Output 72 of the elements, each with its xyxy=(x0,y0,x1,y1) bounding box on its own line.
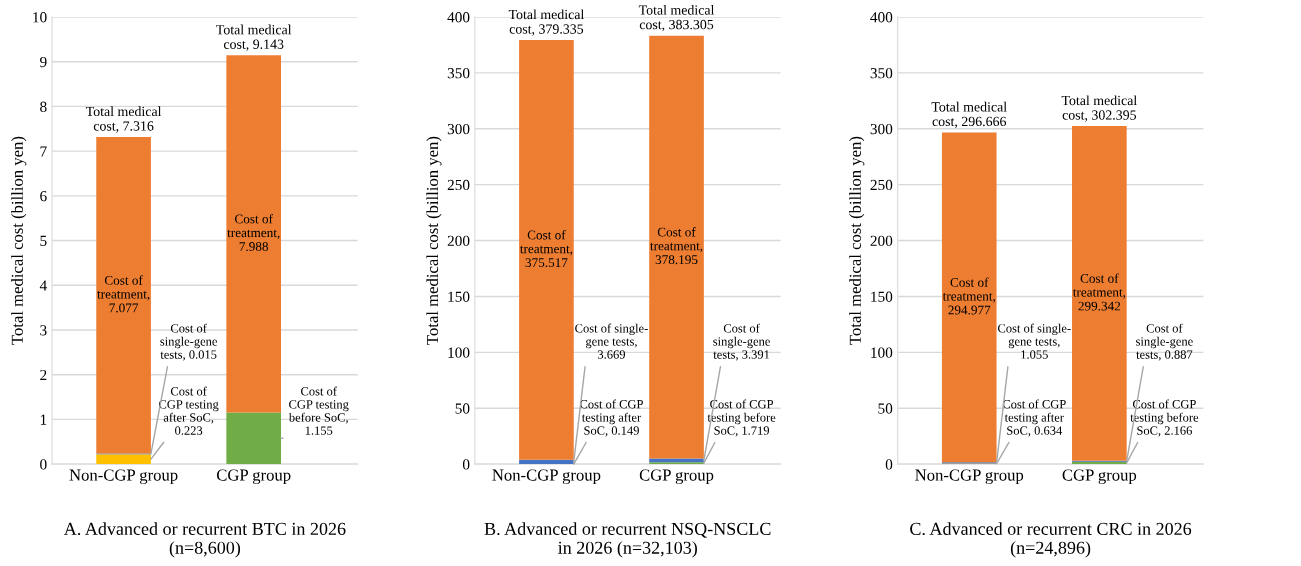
data-label: Cost of single- gene tests, 1.055 xyxy=(998,323,1071,359)
total-label: Total medical cost, 379.335 xyxy=(508,9,585,36)
data-label: Cost of treatment, 294.977 xyxy=(942,277,995,315)
total-label: Total medical cost, 296.666 xyxy=(931,101,1007,129)
x-tick-label: Non-CGP group xyxy=(69,469,178,485)
bar xyxy=(226,412,282,465)
y-tick-label: 400 xyxy=(447,12,470,23)
text: A. Advanced or recurrent BTC in 2026 (n=8,600) xyxy=(63,522,346,558)
y-tick-label: 350 xyxy=(447,68,470,79)
y-tick-label: 200 xyxy=(870,235,893,246)
bar xyxy=(649,458,704,463)
data-label: Cost of CGP testing before SoC, 1.155 xyxy=(288,386,349,435)
data-label: Cost of single-gene tests, 0.015 xyxy=(160,323,218,361)
bar xyxy=(226,55,282,413)
x-tick-label: Non-CGP group xyxy=(492,469,601,485)
y-tick-label: 50 xyxy=(878,403,893,414)
data-label: Cost of single-gene tests, 0.887 xyxy=(1136,323,1193,361)
bar xyxy=(649,35,704,459)
bar xyxy=(1072,126,1127,461)
y-tick-label: 350 xyxy=(870,68,893,79)
y-tick-label: 250 xyxy=(447,179,470,191)
y-tick-label: 250 xyxy=(870,179,893,191)
bar xyxy=(519,40,574,460)
y-tick-label: 3 xyxy=(40,325,47,336)
y-tick-label: 9 xyxy=(40,56,47,68)
y-axis-title: Total medical cost (billion yen) xyxy=(11,136,27,345)
y-tick-label: 50 xyxy=(455,403,470,414)
bar xyxy=(96,137,151,454)
y-tick-label: 2 xyxy=(40,369,47,380)
y-tick-label: 200 xyxy=(447,235,470,246)
y-tick-label: 300 xyxy=(447,123,470,135)
y-tick-label: 150 xyxy=(871,291,893,302)
data-label: Cost of CGP testing before SoC, 1.719 xyxy=(707,399,776,437)
x-tick-label: CGP group xyxy=(216,469,291,485)
y-tick-label: 100 xyxy=(448,347,470,358)
y-tick-label: 10 xyxy=(33,12,47,23)
y-tick-label: 400 xyxy=(870,12,893,23)
bar xyxy=(519,459,574,464)
y-tick-label: 4 xyxy=(39,280,47,291)
y-tick-label: 0 xyxy=(885,459,893,470)
data-label: Cost of treatment, 7.988 xyxy=(227,213,280,252)
x-tick-label: Non-CGP group xyxy=(915,469,1024,485)
y-axis-title: Total medical cost (billion yen) xyxy=(849,136,865,345)
data-label: Cost of treatment, 378.195 xyxy=(650,227,703,265)
y-tick-label: 5 xyxy=(40,235,47,246)
y-tick-label: 150 xyxy=(448,291,470,302)
y-tick-label: 0 xyxy=(462,459,470,470)
y-tick-label: 0 xyxy=(40,459,47,470)
text: C. Advanced or recurrent CRC in 2026 (n=24,896) xyxy=(910,522,1192,558)
y-tick-label: 7 xyxy=(40,146,47,157)
y-axis-title: Total medical cost (billion yen) xyxy=(426,136,442,345)
data-label: Cost of treatment, 375.517 xyxy=(519,230,573,268)
data-label: Cost of single-gene tests, 3.391 xyxy=(713,323,770,361)
bar xyxy=(941,132,997,463)
y-tick-label: 300 xyxy=(870,123,893,135)
data-label: Cost of treatment, 7.077 xyxy=(97,275,150,313)
y-tick-label: 6 xyxy=(40,191,47,202)
data-label: Cost of single- gene tests, 3.669 xyxy=(575,323,648,359)
y-tick-label: 8 xyxy=(40,101,47,112)
data-label: Cost of CGP testing after SoC, 0.223 xyxy=(159,386,219,435)
y-tick-label: 1 xyxy=(40,414,47,425)
total-label: Total medical cost, 7.316 xyxy=(85,106,162,133)
data-label: Cost of treatment, 299.342 xyxy=(1072,273,1126,311)
total-label: Total medical cost, 9.143 xyxy=(216,24,292,51)
text: B. Advanced or recurrent NSQ-NSCLC in 2026 (n=32,103) xyxy=(484,522,771,558)
x-tick-label: CGP group xyxy=(1062,469,1137,485)
bar xyxy=(96,454,151,465)
total-label: Total medical cost, 383.305 xyxy=(638,4,715,32)
total-label: Total medical cost, 302.395 xyxy=(1061,95,1137,122)
data-label: Cost of CGP testing before SoC, 2.166 xyxy=(1130,399,1199,437)
y-tick-label: 100 xyxy=(871,347,893,358)
x-tick-label: CGP group xyxy=(639,469,714,485)
